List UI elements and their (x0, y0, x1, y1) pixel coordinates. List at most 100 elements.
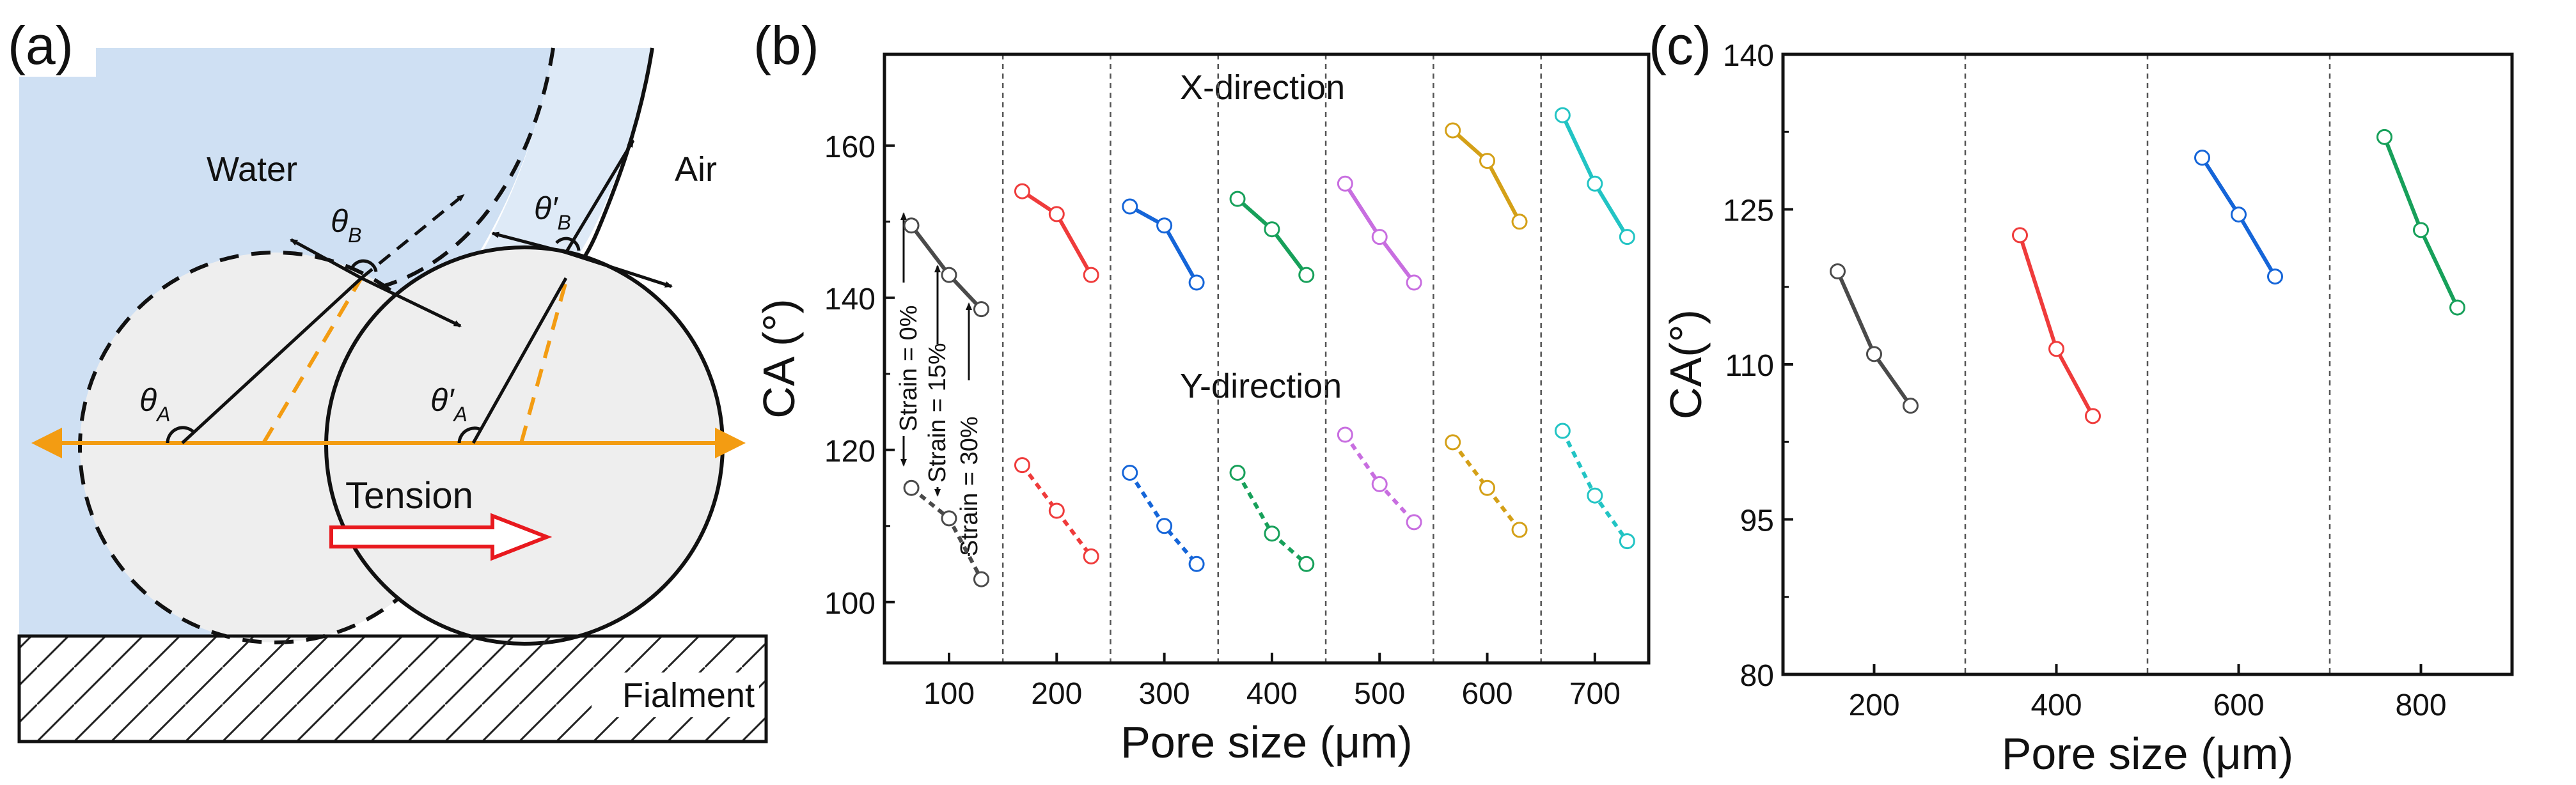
arrow-left-up (290, 238, 363, 280)
chart-0-x-tick-label: 400 (1246, 677, 1298, 711)
chart-0-x-tick-label: 600 (1461, 677, 1512, 711)
chart-1-plot: 200 400 600 800 80 95 110 125 140 Pore size (μm) C… (1661, 39, 2514, 779)
tension-label: Tension (345, 475, 473, 517)
air-label: Air (675, 150, 717, 189)
chart-1-y-axis-label: CA(°) (1661, 309, 1711, 419)
chart-0-data-point (1554, 107, 1571, 123)
chart-0-data-point (1445, 122, 1461, 139)
theta-a-label: θA (139, 382, 170, 426)
chart-0-y-tick-label: 100 (824, 587, 876, 621)
chart-0-data-point (1048, 502, 1065, 519)
chart-0-data-point (1083, 267, 1099, 283)
chart-0-data-point (1511, 522, 1528, 538)
panel-a-label: (a) (8, 15, 74, 75)
theta-b-label: θB (331, 203, 361, 247)
chart-0-data-point (1554, 423, 1571, 439)
chart-0-frame (883, 52, 1651, 665)
chart-1-data-point (2413, 222, 2429, 238)
chart-0-data-point (1619, 229, 1635, 245)
angle-arc-theta-b-prime (555, 237, 581, 251)
panel-b-annotation-x-direction: X-direction (1180, 68, 1345, 107)
chart-1-data-point (1903, 398, 1919, 414)
filament-label-box (592, 672, 759, 717)
chart-0-data-point (1337, 426, 1353, 443)
panel-a-label-box (0, 6, 96, 77)
stretched-droplet (324, 245, 725, 646)
chart-1-data-point (2449, 299, 2465, 316)
chart-0-data-point (903, 479, 920, 496)
chart-0-series-line (1021, 189, 1093, 276)
panel-c-chart: (c) 200 400 600 800 80 95 110 125 140 Pore size (… (1649, 15, 2514, 779)
chart-1-data-point (1830, 263, 1846, 279)
arrow-right-down (565, 251, 673, 288)
chart-1-data-point (2376, 128, 2392, 145)
chart-0-x-axis-label: Pore size (μm) (1120, 717, 1413, 767)
chart-0-data-point (1264, 525, 1280, 542)
chart-1-x-tick-label: 800 (2395, 688, 2446, 722)
chart-0-data-point (941, 510, 957, 527)
chart-0-data-point (1298, 267, 1315, 283)
chart-0-data-point (1048, 206, 1065, 222)
chart-1-data-point (2194, 150, 2210, 166)
panel-b-strain-15: Strain = 15% (924, 343, 951, 483)
chart-0-data-point (1511, 214, 1528, 230)
panel-b-chart: (b) X-direction Y-direction Strain = 0% … (753, 15, 1651, 767)
chart-0-data-point (1188, 274, 1205, 291)
chart-0-data-point (903, 217, 920, 234)
panel-b-annotation-y-direction: Y-direction (1180, 367, 1342, 405)
water-label: Water (207, 150, 297, 189)
chart-0-data-point (1156, 518, 1173, 534)
chart-1-y-tick-label: 125 (1723, 194, 1774, 228)
chart-0-data-point (1122, 465, 1138, 481)
angle-arc-theta-a-prime (457, 426, 482, 444)
chart-0-data-point (1188, 556, 1205, 572)
theta-b-prime-label: θ′B (534, 190, 571, 234)
chart-0-data-point (1619, 533, 1635, 550)
chart-0-data-point (1479, 153, 1496, 169)
arrow-right-tangent (564, 139, 635, 254)
chart-0-data-point (1083, 548, 1099, 564)
chart-0-x-tick-label: 300 (1139, 677, 1190, 711)
chart-0-data-point (1587, 175, 1603, 192)
chart-0-y-tick-label: 120 (824, 435, 876, 469)
tension-arrow (329, 513, 553, 561)
chart-0-data-point (1298, 556, 1315, 572)
orange-dashed-line-left (262, 277, 363, 444)
panel-c-label: (c) (1649, 15, 1711, 75)
arrow-left-down (360, 276, 462, 328)
arrow-right-up (491, 231, 567, 254)
chart-0-data-point (1587, 487, 1603, 504)
chart-0-series-line (1021, 463, 1093, 558)
chart-0-data-point (1445, 434, 1461, 451)
panel-a-schematic: Fialment Tension Water Air θA θ′A θB θ′B (0, 6, 768, 743)
chart-0-data-point (1014, 183, 1030, 199)
chart-1-data-point (1866, 346, 1882, 362)
chart-0-data-point (1156, 217, 1173, 234)
chart-0-y-tick-label: 140 (824, 283, 876, 316)
panel-b-strain-0: Strain = 0% (895, 306, 922, 432)
chart-0-data-point (1014, 457, 1030, 474)
chart-0-data-point (1406, 514, 1422, 531)
chart-1-data-point (2231, 206, 2247, 223)
chart-0-x-tick-label: 100 (923, 677, 975, 711)
chart-1-data-point (2085, 408, 2101, 424)
chart-0-data-point (1479, 479, 1496, 496)
chart-0-data-point (1406, 274, 1422, 291)
chart-1-x-tick-label: 200 (1848, 688, 1899, 722)
chart-0-data-point (1371, 476, 1388, 492)
chart-0-data-point (973, 301, 989, 318)
chart-0-data-point (1371, 229, 1388, 245)
chart-0-y-axis-label: CA (°) (754, 299, 804, 418)
chart-0-data-point (1264, 221, 1280, 238)
chart-0-x-tick-label: 500 (1354, 677, 1405, 711)
chart-0-data-point (1122, 198, 1138, 215)
chart-1-y-tick-label: 95 (1740, 504, 1774, 538)
angle-arc-theta-b (350, 259, 378, 272)
chart-0-series-line (1560, 430, 1629, 543)
chart-1-x-tick-label: 600 (2213, 688, 2264, 722)
chart-1-data-point (2012, 227, 2028, 244)
chart-0-data-point (1229, 465, 1246, 481)
chart-1-y-tick-label: 110 (1725, 349, 1774, 383)
chart-1-series-line (2018, 235, 2095, 417)
